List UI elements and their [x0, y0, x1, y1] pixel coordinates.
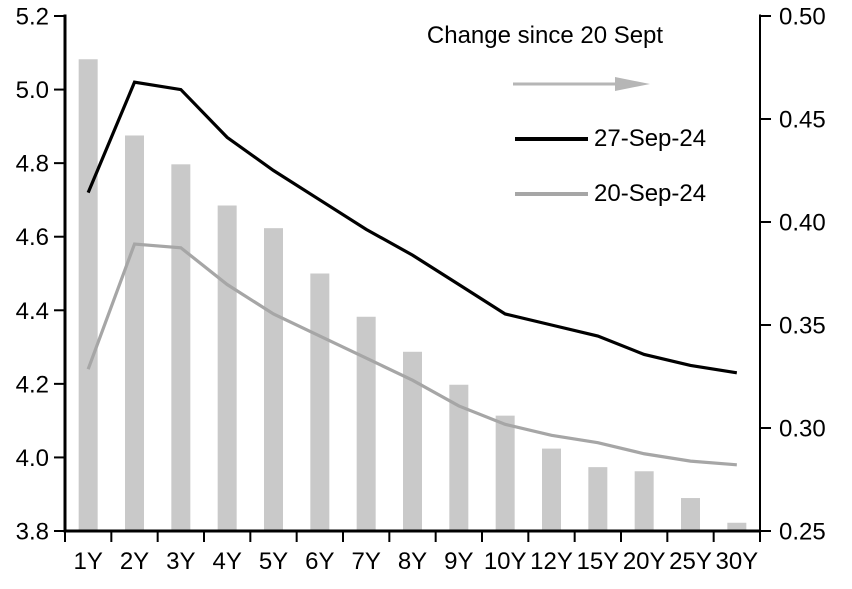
- bar-change-15Y: [588, 467, 608, 531]
- x-axis-label: 8Y: [398, 548, 427, 575]
- x-axis-label: 3Y: [166, 548, 195, 575]
- left-axis-label: 3.8: [16, 519, 49, 546]
- x-axis-label: 6Y: [305, 548, 334, 575]
- bar-change-20Y: [634, 471, 654, 531]
- right-axis-label: 0.25: [779, 519, 826, 546]
- bar-change-25Y: [681, 498, 700, 531]
- bar-change-1Y: [78, 59, 98, 531]
- bar-change-7Y: [356, 316, 376, 531]
- bar-change-6Y: [310, 273, 330, 531]
- bar-change-3Y: [171, 164, 191, 531]
- line-swatch-20sep: [515, 192, 588, 196]
- x-axis-label: 4Y: [212, 548, 241, 575]
- bar-change-4Y: [217, 205, 237, 531]
- line-27-sep-24: [86, 80, 738, 375]
- line-swatch-27sep: [515, 137, 588, 141]
- bar-change-8Y: [403, 351, 422, 531]
- left-axis-label: 4.8: [16, 151, 49, 178]
- x-axis-label: 5Y: [259, 548, 288, 575]
- left-axis-label: 4.2: [16, 371, 49, 398]
- legend-entry-20sep: 20-Sep-24: [415, 180, 706, 208]
- x-axis-label: 12Y: [530, 548, 573, 575]
- left-axis-label: 4.4: [16, 298, 49, 325]
- x-axis-label: 20Y: [623, 548, 666, 575]
- bar-change-12Y: [542, 448, 561, 531]
- bar-change-2Y: [125, 135, 144, 532]
- right-axis-label: 0.30: [779, 416, 826, 443]
- bar-change-10Y: [495, 415, 515, 531]
- right-axis-label: 0.50: [779, 4, 826, 31]
- bar-change-9Y: [449, 384, 469, 531]
- chart-legend: Change since 20 Sept 27-Sep-24 20-Sep-24: [415, 22, 706, 208]
- x-axis-label: 7Y: [351, 548, 380, 575]
- bar-change-30Y: [727, 522, 747, 531]
- right-arrow-icon: [513, 77, 650, 91]
- bar-change-5Y: [264, 228, 283, 531]
- legend-label-27sep: 27-Sep-24: [594, 125, 707, 152]
- x-axis-label: 30Y: [715, 548, 758, 575]
- right-axis-label: 0.40: [779, 210, 826, 237]
- left-axis-label: 5.2: [16, 4, 49, 31]
- legend-label-20sep: 20-Sep-24: [594, 180, 707, 207]
- line-20-sep-24: [86, 242, 737, 467]
- x-axis-label: 25Y: [669, 548, 712, 575]
- legend-title: Change since 20 Sept: [426, 22, 664, 49]
- left-axis-label: 4.6: [16, 224, 49, 251]
- x-axis-label: 15Y: [576, 548, 619, 575]
- right-axis-label: 0.45: [779, 107, 826, 134]
- x-axis-label: 10Y: [484, 548, 527, 575]
- right-axis-label: 0.35: [779, 313, 826, 340]
- x-axis-label: 2Y: [120, 548, 149, 575]
- x-axis-label: 1Y: [73, 548, 102, 575]
- left-axis-label: 4.0: [16, 445, 49, 472]
- legend-entry-27sep: 27-Sep-24: [415, 125, 706, 153]
- x-axis-label: 9Y: [444, 548, 473, 575]
- left-axis-label: 5.0: [16, 77, 49, 104]
